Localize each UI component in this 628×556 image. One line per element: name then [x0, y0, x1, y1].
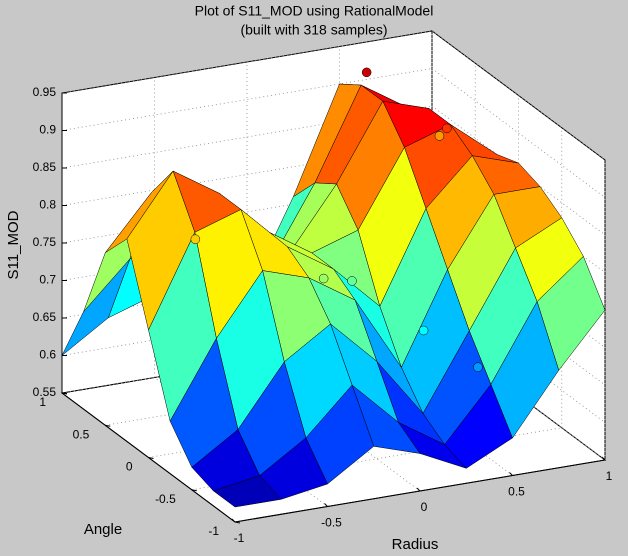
- z-tick-label: 0.55: [33, 385, 57, 399]
- z-tick-label: 0.8: [39, 198, 56, 212]
- sample-point: [442, 123, 452, 134]
- y-tick-label: -1: [208, 524, 219, 538]
- x-tick-label: -1: [234, 531, 245, 545]
- z-tick-label: 0.6: [39, 348, 56, 362]
- sample-point: [473, 362, 483, 372]
- x-tick: [601, 456, 606, 461]
- y-axis-label: Angle: [84, 521, 122, 538]
- plot-area: 0.55 0.6 0.65 0.7 0.75 0.8 0.85 0.9 0.95 -1 -0.5 0 0…: [33, 30, 613, 545]
- x-tick: [509, 472, 513, 476]
- x-tick-label: 0.5: [508, 485, 525, 499]
- surface-cell: [212, 475, 282, 508]
- z-tick-label: 0.9: [39, 123, 56, 137]
- z-tick-label: 0.95: [33, 85, 57, 99]
- x-tick: [416, 487, 421, 492]
- chart-subtitle: (built with 318 samples): [240, 22, 387, 38]
- z-tick-label: 0.7: [39, 273, 56, 287]
- sample-point: [434, 131, 445, 141]
- axis-edge: [61, 392, 236, 523]
- sample-point: [190, 234, 201, 244]
- y-tick-label: 0.5: [73, 427, 90, 441]
- z-axis-label: S11_MOD: [5, 210, 22, 279]
- x-axis-label: Radius: [392, 536, 439, 553]
- z-tick-label: 0.75: [33, 235, 57, 249]
- axis-edge: [234, 459, 606, 523]
- x-tick-label: 0: [421, 500, 428, 514]
- grid-line: [61, 68, 433, 131]
- sample-point: [418, 325, 429, 336]
- x-tick-label: 1: [606, 469, 613, 483]
- chart-title: Plot of S11_MOD using RationalModel: [195, 3, 434, 19]
- sample-point: [361, 67, 372, 78]
- y-tick-label: 1: [39, 395, 46, 409]
- y-tick-label: -0.5: [155, 492, 176, 506]
- x-tick-label: -0.5: [321, 516, 342, 530]
- x-tick: [324, 503, 328, 507]
- y-tick-label: 0: [126, 460, 133, 474]
- z-tick-label: 0.85: [33, 160, 57, 174]
- sample-point: [347, 276, 357, 286]
- grid-line: [61, 30, 433, 94]
- z-tick-label: 0.65: [33, 310, 57, 324]
- sample-point: [318, 273, 329, 284]
